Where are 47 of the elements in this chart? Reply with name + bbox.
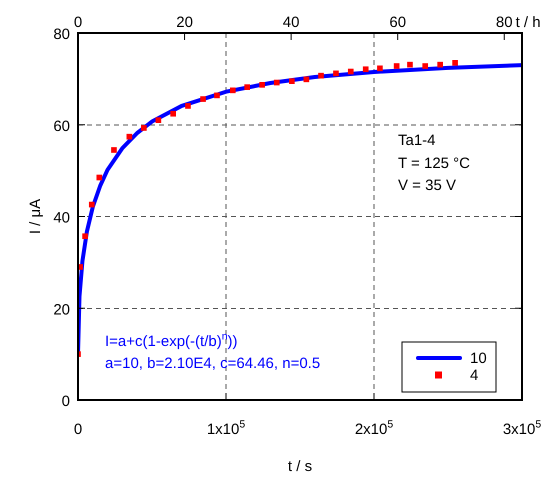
x2-tick-label: 60 <box>389 14 406 31</box>
point <box>185 103 191 109</box>
point <box>230 88 236 94</box>
legend-label: 10 <box>470 350 487 367</box>
point <box>318 72 324 78</box>
point <box>289 78 295 84</box>
point <box>156 117 162 123</box>
x2-axis-title: t / h <box>516 14 541 31</box>
point <box>200 96 206 102</box>
point <box>214 92 220 98</box>
point <box>422 63 428 69</box>
point <box>88 202 95 208</box>
point <box>274 80 280 86</box>
point <box>348 68 354 74</box>
y-tick-label: 0 <box>62 393 70 410</box>
point <box>96 174 102 180</box>
y-tick-label: 80 <box>53 26 70 43</box>
y-axis-title: I / μA <box>27 198 44 234</box>
annotation: V = 35 V <box>398 177 456 194</box>
point <box>437 62 443 68</box>
x2-tick-label: 40 <box>282 14 300 31</box>
point <box>141 125 147 131</box>
point <box>126 134 132 140</box>
point <box>452 60 458 66</box>
y-tick-label: 60 <box>53 118 70 135</box>
point <box>377 65 383 72</box>
point <box>333 70 339 76</box>
point <box>244 84 250 90</box>
annotation: Ta1-4 <box>398 132 436 149</box>
point <box>407 62 413 68</box>
x-axis-title: t / s <box>288 458 312 475</box>
x2-tick-label: 20 <box>176 14 193 31</box>
x2-tick-label: 80 <box>496 14 513 31</box>
point <box>304 76 310 82</box>
point <box>394 63 400 69</box>
y-tick-label: 40 <box>53 210 70 226</box>
point <box>170 110 176 117</box>
legend-label: 4 <box>470 367 478 384</box>
point <box>259 82 265 88</box>
x-tick-label: 0 <box>74 421 82 438</box>
x2-tick-label: 0 <box>74 14 82 31</box>
point <box>362 66 369 72</box>
y-tick-label: 20 <box>53 301 70 318</box>
annotation: a=10, b=2.10E4, c=64.46, n=0.5 <box>105 355 320 372</box>
point <box>111 147 117 153</box>
point <box>82 233 88 240</box>
annotation: T = 125 °C <box>398 155 470 172</box>
